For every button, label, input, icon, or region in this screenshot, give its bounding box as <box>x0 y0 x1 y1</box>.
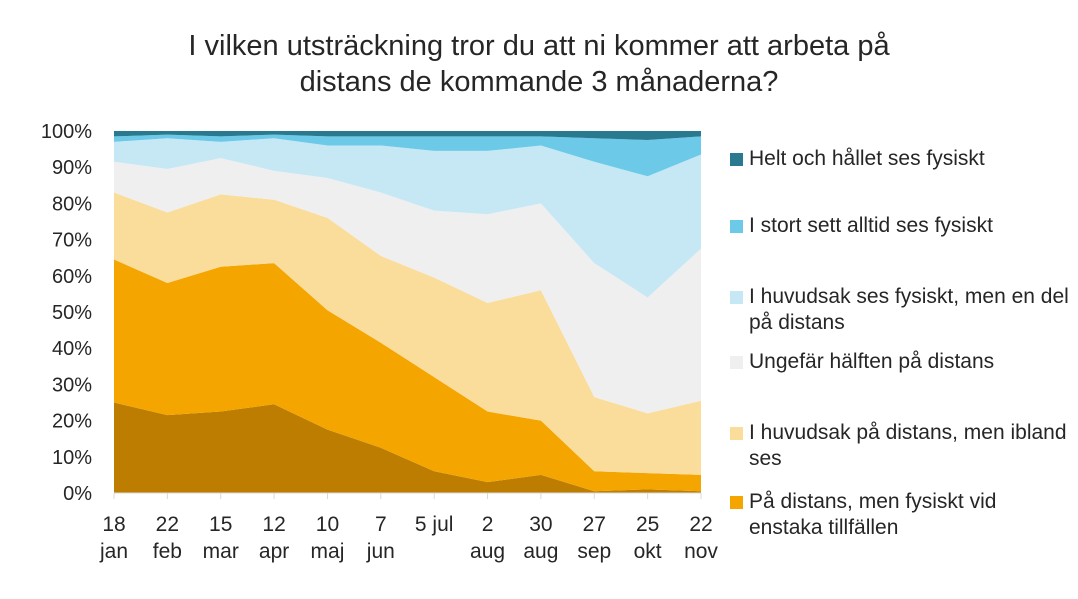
chart-title: I vilken utsträckning tror du att ni kom… <box>0 28 1078 100</box>
area-series-1 <box>114 259 701 492</box>
legend-item: Helt och hållet ses fysiskt <box>730 146 1070 172</box>
x-tick-label: 12 <box>262 513 285 536</box>
legend-swatch <box>730 291 743 304</box>
y-tick-label: 70% <box>52 230 92 252</box>
x-tick-label: 7 <box>375 513 387 536</box>
legend-item: I huvudsak ses fysiskt, men en del på di… <box>730 284 1070 336</box>
legend-item: I huvudsak på distans, men ibland ses <box>730 420 1070 472</box>
area-series-0 <box>114 402 701 493</box>
area-series-4 <box>114 138 701 298</box>
y-tick-label: 30% <box>52 374 92 396</box>
x-axis: 18 jan 22 feb 15 mar 12 apr 10 maj 7 jun 5 jul 2 aug 30… <box>99 492 718 563</box>
x-tick-label: 10 <box>316 513 339 536</box>
legend-item: På distans, men fysiskt vid enstaka till… <box>730 489 1070 541</box>
legend-swatch <box>730 496 743 509</box>
legend-swatch <box>730 427 743 440</box>
legend-label: I huvudsak på distans, men ibland ses <box>749 421 1067 470</box>
legend-label: I huvudsak ses fysiskt, men en del på di… <box>749 285 1069 334</box>
x-tick-label: nov <box>684 540 718 563</box>
x-tick-label: 27 <box>583 513 606 536</box>
legend-swatch <box>730 220 743 233</box>
area-series-6 <box>114 131 701 141</box>
chart-title-line-2: distans de kommande 3 månaderna? <box>299 66 779 98</box>
x-tick-label: 2 <box>482 513 494 536</box>
legend-swatch <box>730 356 743 369</box>
legend-label: Ungefär hälften på distans <box>749 350 995 373</box>
x-tick-label: 22 <box>689 513 712 536</box>
legend-label: Helt och hållet ses fysiskt <box>749 147 985 170</box>
area-series-group <box>114 131 701 493</box>
x-tick-label: mar <box>203 540 239 563</box>
x-tick-label: 5 jul <box>415 513 454 536</box>
y-axis: 0% 10% 20% 30% 40% 50% 60% 70% 80% 90% 100% <box>41 121 92 505</box>
x-tick-label: sep <box>577 540 611 563</box>
x-tick-label: aug <box>470 540 505 563</box>
y-tick-label: 10% <box>52 447 92 469</box>
x-tick-label: apr <box>259 540 289 563</box>
y-tick-label: 90% <box>52 157 92 179</box>
x-tick-label: 30 <box>529 513 552 536</box>
x-tick-label: feb <box>153 540 182 563</box>
legend-item: I stort sett alltid ses fysiskt <box>730 213 1070 239</box>
legend-swatch <box>730 153 743 166</box>
area-series-2 <box>114 192 701 475</box>
y-tick-label: 60% <box>52 266 92 288</box>
x-tick-label: 15 <box>209 513 232 536</box>
y-tick-label: 100% <box>41 121 92 143</box>
y-tick-label: 20% <box>52 411 92 433</box>
x-tick-label: 18 <box>102 513 125 536</box>
y-tick-label: 0% <box>63 483 92 505</box>
area-series-5 <box>114 134 701 177</box>
x-tick-label: jan <box>99 540 128 563</box>
area-series-3 <box>114 158 701 414</box>
x-tick-label: maj <box>311 540 345 563</box>
x-tick-label: 25 <box>636 513 659 536</box>
chart-title-line-1: I vilken utsträckning tror du att ni kom… <box>188 30 890 62</box>
y-tick-label: 80% <box>52 193 92 215</box>
y-tick-label: 50% <box>52 302 92 324</box>
legend-item: Ungefär hälften på distans <box>730 349 1070 375</box>
legend-label: I stort sett alltid ses fysiskt <box>749 214 993 237</box>
legend-label: På distans, men fysiskt vid enstaka till… <box>749 490 997 539</box>
y-tick-label: 40% <box>52 338 92 360</box>
x-tick-label: okt <box>634 540 662 563</box>
x-tick-label: jun <box>366 540 395 563</box>
x-tick-label: 22 <box>156 513 179 536</box>
x-tick-label: aug <box>523 540 558 563</box>
